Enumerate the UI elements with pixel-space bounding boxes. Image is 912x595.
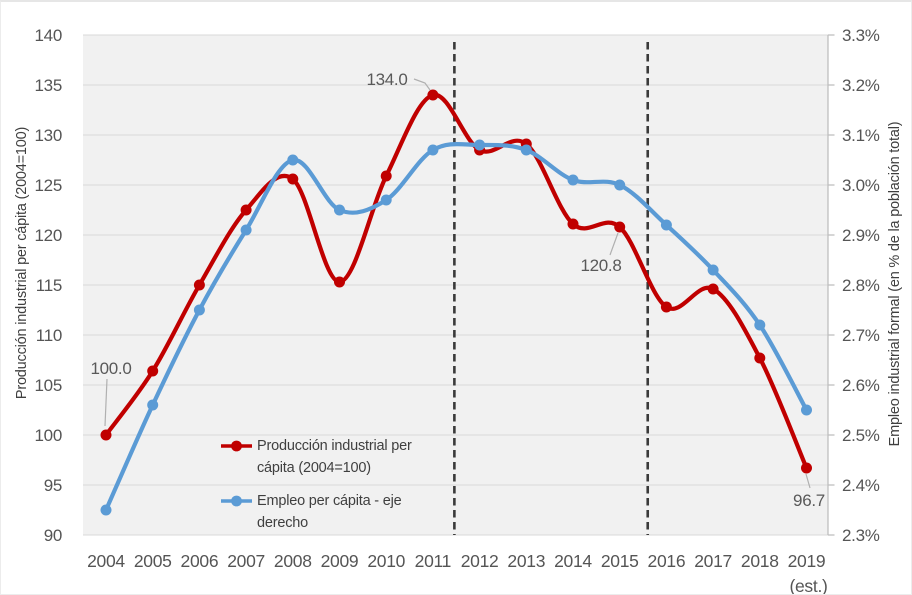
x-axis-tick-label: 2016	[648, 551, 686, 571]
data-point-marker	[193, 304, 205, 316]
right-axis-tick-label: 2.9%	[842, 226, 880, 245]
data-point-marker	[801, 462, 812, 474]
data-point-marker	[754, 319, 766, 331]
annotation-value-label: 100.0	[90, 359, 131, 378]
legend-label-produccion: Producción industrial per cápita (2004=1…	[257, 438, 412, 476]
legend-line-dot-icon	[221, 495, 252, 507]
right-axis-tick-label: 3.3%	[842, 26, 880, 45]
annotation-leader-line	[104, 378, 108, 427]
data-point-marker	[660, 301, 672, 313]
right-axis-tick-label: 2.3%	[842, 526, 880, 545]
data-point-marker	[147, 399, 159, 411]
series-line	[103, 92, 809, 471]
left-axis: 90 95 100 105 110 115 120 125 130 135 140	[35, 26, 63, 545]
data-point-marker	[427, 89, 439, 101]
legend: Producción industrial per cápita (2004=1…	[220, 435, 435, 545]
left-axis-tick-label: 95	[44, 476, 62, 495]
legend-item-produccion: Producción industrial per cápita (2004=1…	[220, 435, 435, 479]
left-axis-tick-label: 115	[36, 276, 62, 295]
data-point-marker	[614, 179, 626, 191]
legend-item-empleo: Empleo per cápita - eje derecho	[220, 490, 435, 534]
right-axis-tick-label: 2.4%	[842, 476, 880, 495]
annotations: 100.0 134.0 120.8 96.7	[90, 70, 825, 510]
annotation-value-label: 134.0	[366, 70, 407, 89]
data-point-marker	[567, 174, 579, 186]
data-point-marker	[334, 276, 345, 288]
right-axis-tick-label: 3.2%	[842, 76, 880, 95]
legend-label-empleo: Empleo per cápita - eje derecho	[257, 493, 402, 531]
data-point-marker	[801, 404, 812, 416]
left-axis-tick-label: 105	[35, 376, 62, 395]
left-axis-tick-label: 110	[36, 326, 62, 345]
annotation-leader-line	[413, 78, 431, 91]
data-point-marker	[707, 283, 719, 295]
x-axis-tick-label: 2009	[321, 551, 359, 571]
data-point-marker	[100, 504, 112, 516]
data-point-marker	[287, 154, 299, 166]
series-empleo	[100, 139, 812, 516]
data-point-marker	[147, 365, 159, 377]
annotation-value-label: 120.8	[580, 256, 621, 275]
x-axis-tick-label: 2006	[181, 551, 219, 571]
left-axis-tick-label: 90	[44, 526, 62, 545]
x-axis-tick-label: 2019	[788, 551, 826, 571]
data-point-marker	[427, 144, 439, 156]
x-axis-tick-label: 2014	[554, 551, 592, 571]
left-axis-title: Producción industrial per cápita (2004=1…	[14, 126, 30, 400]
data-point-marker	[240, 224, 252, 236]
x-axis-tick-label: 2018	[741, 551, 779, 571]
x-axis-tick-label: 2011	[415, 551, 451, 571]
right-axis-tick-label: 3.0%	[842, 176, 880, 195]
annotation-leader-line	[609, 232, 619, 256]
right-axis-tick-label: 2.6%	[842, 376, 880, 395]
right-axis-tick-label: 2.5%	[842, 426, 880, 445]
legend-dot-icon	[231, 495, 242, 507]
x-axis-tick-label: 2004	[87, 551, 125, 571]
data-point-marker	[380, 170, 392, 182]
right-axis: 2.3% 2.4% 2.5% 2.6% 2.7% 2.8% 2.9% 3.0% 3.1% 3.2%…	[827, 26, 880, 545]
right-axis-tick-label: 3.1%	[842, 126, 880, 145]
data-point-marker	[380, 194, 392, 206]
period-dividers	[453, 42, 650, 535]
left-axis-tick-label: 130	[35, 126, 62, 145]
left-axis-tick-label: 125	[35, 176, 62, 195]
x-axis-tick-label: 2007	[227, 551, 265, 571]
x-axis-estimate-note: (est.)	[789, 576, 827, 595]
left-axis-tick-label: 135	[35, 76, 62, 95]
x-axis-tick-label: 2013	[507, 551, 545, 571]
data-point-marker	[567, 218, 579, 230]
data-point-marker	[100, 429, 112, 441]
data-point-marker	[520, 144, 532, 156]
data-point-marker	[334, 204, 345, 216]
x-axis-tick-label: 2015	[601, 551, 639, 571]
annotation-leader-line	[805, 473, 811, 489]
left-axis-tick-label: 100	[35, 426, 62, 445]
x-axis-tick-label: 2012	[461, 551, 499, 571]
x-axis: 2004 2005 2006 2007 2008 2009 2010 2011 2012 2013…	[87, 551, 828, 595]
x-axis-tick-label: 2005	[134, 551, 172, 571]
annotation-value-label: 96.7	[793, 491, 825, 510]
right-axis-title: Empleo industrial formal (en % de la pob…	[887, 121, 903, 447]
data-point-marker	[193, 279, 205, 291]
right-axis-tick-label: 2.8%	[842, 276, 880, 295]
left-axis-tick-label: 140	[35, 26, 62, 45]
x-axis-tick-label: 2008	[274, 551, 312, 571]
legend-line-dot-icon	[221, 440, 252, 452]
legend-dot-icon	[231, 440, 242, 452]
left-axis-tick-label: 120	[35, 226, 62, 245]
data-point-marker	[754, 352, 766, 364]
x-axis-tick-label: 2017	[694, 551, 732, 571]
data-point-marker	[660, 219, 672, 231]
x-axis-tick-label: 2010	[367, 551, 405, 571]
data-point-marker	[240, 204, 252, 216]
right-axis-tick-label: 2.7%	[842, 326, 880, 345]
data-point-marker	[287, 173, 299, 185]
data-point-marker	[474, 139, 486, 151]
data-point-marker	[614, 221, 626, 233]
data-point-marker	[707, 264, 719, 276]
